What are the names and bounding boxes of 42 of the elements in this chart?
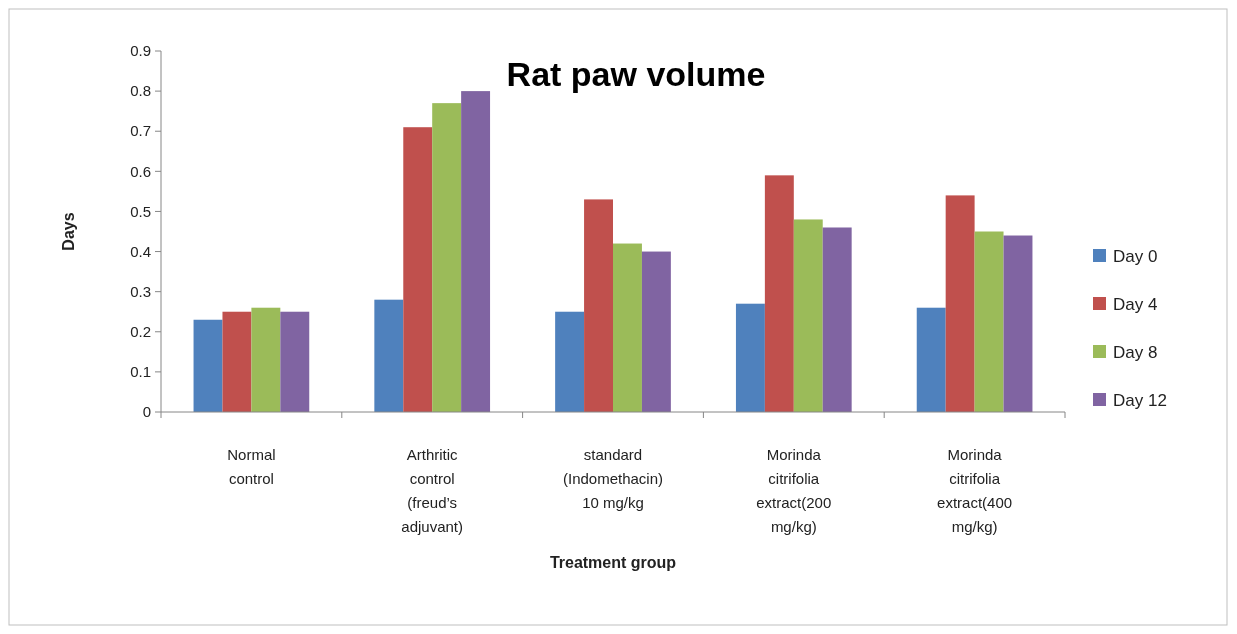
bar (945, 195, 975, 412)
y-tick-label: 0.5 (130, 202, 151, 220)
x-tick-label: Morinda citrifolia extract(200 mg/kg) (756, 446, 832, 535)
bar (222, 311, 252, 412)
x-axis-title: Treatment group (549, 554, 677, 571)
bar (584, 199, 613, 412)
legend-label: Day 12 (1113, 390, 1167, 410)
x-tick-label: Arthritic control (freud’s adjuvant) (401, 446, 464, 535)
bar (613, 243, 642, 412)
y-axis-title: Days (60, 212, 77, 251)
x-tick-label: Normal control (227, 446, 276, 487)
y-tick-label: 0.2 (130, 323, 151, 341)
bar (280, 311, 310, 412)
y-tick-label: 0.3 (130, 282, 151, 300)
bar (251, 307, 281, 412)
y-tick-label: 0.9 (130, 42, 151, 60)
bar (1003, 235, 1033, 412)
y-tick-label: 0 (142, 403, 151, 421)
y-tick-label: 0.6 (130, 162, 151, 180)
bar (432, 103, 462, 412)
legend-label: Day 8 (1113, 342, 1158, 362)
chart-title: Rat paw volume (506, 55, 766, 93)
y-tick-label: 0.4 (130, 242, 151, 260)
bar (403, 127, 433, 412)
bar (974, 231, 1004, 412)
bar (916, 307, 946, 412)
y-tick-label: 0.1 (130, 363, 151, 381)
bar (735, 303, 765, 412)
bar (764, 175, 794, 412)
x-tick-label: standard (Indomethacin) 10 mg/kg (562, 446, 664, 511)
bar (461, 91, 491, 412)
y-tick-label: 0.7 (130, 122, 151, 140)
bar (641, 251, 671, 412)
bar (374, 299, 404, 412)
bar (822, 227, 852, 412)
legend-label: Day 0 (1113, 246, 1158, 266)
bar (793, 219, 823, 412)
y-tick-label: 0.8 (130, 82, 151, 100)
bar (193, 319, 223, 412)
bar (555, 311, 585, 412)
legend-label: Day 4 (1113, 294, 1158, 314)
x-tick-label: Morinda citrifolia extract(400 mg/kg) (937, 446, 1013, 535)
